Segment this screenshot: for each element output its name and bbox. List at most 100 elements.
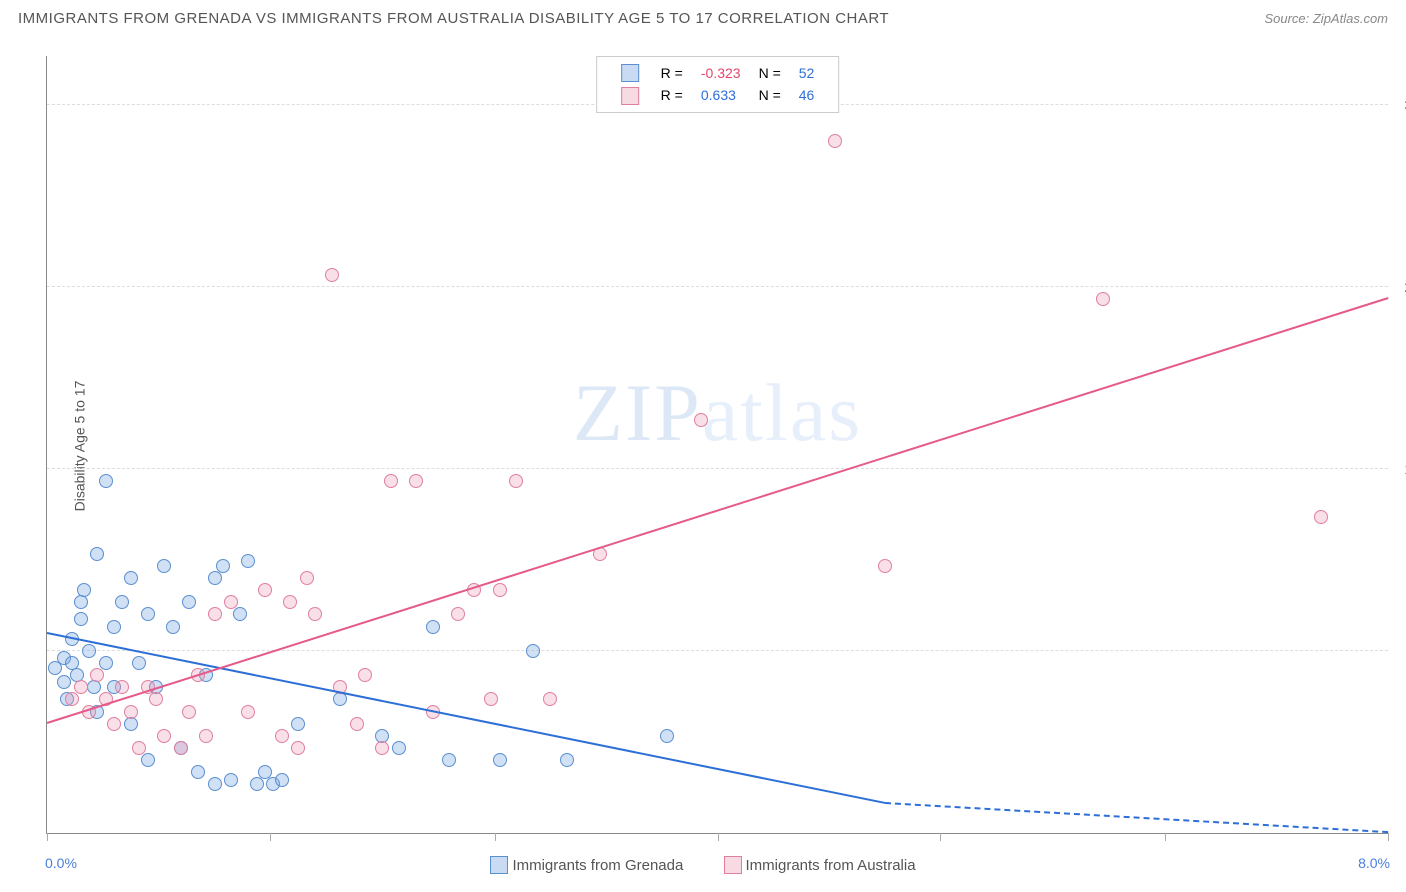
data-point [1314, 510, 1328, 524]
gridline [47, 650, 1388, 651]
data-point [275, 729, 289, 743]
swatch-pink [621, 87, 639, 105]
data-point [90, 668, 104, 682]
data-point [451, 607, 465, 621]
legend-item-australia: Immigrants from Australia [724, 856, 916, 874]
data-point [241, 554, 255, 568]
data-point [149, 692, 163, 706]
legend-item-grenada: Immigrants from Grenada [490, 856, 683, 874]
data-point [358, 668, 372, 682]
data-point [115, 595, 129, 609]
n-value-australia: 46 [791, 85, 823, 105]
x-tick [940, 833, 941, 841]
data-point [74, 612, 88, 626]
data-point [409, 474, 423, 488]
data-point [878, 559, 892, 573]
data-point [493, 583, 507, 597]
data-point [392, 741, 406, 755]
x-tick [1165, 833, 1166, 841]
data-point [166, 620, 180, 634]
data-point [82, 644, 96, 658]
chart-title: IMMIGRANTS FROM GRENADA VS IMMIGRANTS FR… [18, 10, 889, 27]
data-point [560, 753, 574, 767]
data-point [208, 777, 222, 791]
data-point [258, 583, 272, 597]
data-point [74, 595, 88, 609]
data-point [291, 741, 305, 755]
data-point [1096, 292, 1110, 306]
scatter-chart: ZIPatlas R = -0.323 N = 52 R = 0.633 N =… [46, 56, 1388, 834]
data-point [484, 692, 498, 706]
data-point [543, 692, 557, 706]
correlation-legend: R = -0.323 N = 52 R = 0.633 N = 46 [596, 56, 840, 113]
swatch-pink-icon [724, 856, 742, 874]
data-point [174, 741, 188, 755]
data-point [132, 741, 146, 755]
data-point [90, 547, 104, 561]
data-point [233, 607, 247, 621]
data-point [157, 729, 171, 743]
data-point [208, 607, 222, 621]
data-point [694, 413, 708, 427]
gridline [47, 286, 1388, 287]
data-point [426, 620, 440, 634]
n-value-grenada: 52 [791, 63, 823, 83]
data-point [291, 717, 305, 731]
data-point [526, 644, 540, 658]
legend-row-grenada: R = -0.323 N = 52 [613, 63, 823, 83]
data-point [191, 765, 205, 779]
data-point [74, 680, 88, 694]
data-point [250, 777, 264, 791]
data-point [493, 753, 507, 767]
data-point [132, 656, 146, 670]
data-point [107, 620, 121, 634]
data-point [124, 717, 138, 731]
data-point [224, 595, 238, 609]
data-point [442, 753, 456, 767]
r-value-australia: 0.633 [693, 85, 749, 105]
data-point [107, 717, 121, 731]
data-point [241, 705, 255, 719]
x-tick [495, 833, 496, 841]
legend-row-australia: R = 0.633 N = 46 [613, 85, 823, 105]
legend-bottom: Immigrants from Grenada Immigrants from … [0, 856, 1406, 878]
data-point [275, 773, 289, 787]
data-point [224, 773, 238, 787]
data-point [99, 474, 113, 488]
data-point [199, 729, 213, 743]
data-point [660, 729, 674, 743]
trend-line [47, 632, 886, 804]
data-point [509, 474, 523, 488]
gridline [47, 468, 1388, 469]
data-point [57, 675, 71, 689]
x-tick [1388, 833, 1389, 841]
data-point [141, 753, 155, 767]
source-attribution: Source: ZipAtlas.com [1264, 11, 1388, 26]
data-point [325, 268, 339, 282]
swatch-blue-icon [490, 856, 508, 874]
data-point [99, 656, 113, 670]
watermark: ZIPatlas [573, 366, 862, 460]
data-point [115, 680, 129, 694]
data-point [283, 595, 297, 609]
data-point [350, 717, 364, 731]
data-point [87, 680, 101, 694]
data-point [828, 134, 842, 148]
data-point [124, 705, 138, 719]
trend-line [885, 802, 1388, 833]
data-point [157, 559, 171, 573]
data-point [141, 607, 155, 621]
r-value-grenada: -0.323 [693, 63, 749, 83]
data-point [77, 583, 91, 597]
data-point [208, 571, 222, 585]
data-point [65, 692, 79, 706]
data-point [300, 571, 314, 585]
x-tick [718, 833, 719, 841]
trend-line [47, 297, 1389, 724]
x-tick [47, 833, 48, 841]
data-point [124, 571, 138, 585]
data-point [375, 741, 389, 755]
data-point [216, 559, 230, 573]
data-point [182, 705, 196, 719]
x-tick [270, 833, 271, 841]
